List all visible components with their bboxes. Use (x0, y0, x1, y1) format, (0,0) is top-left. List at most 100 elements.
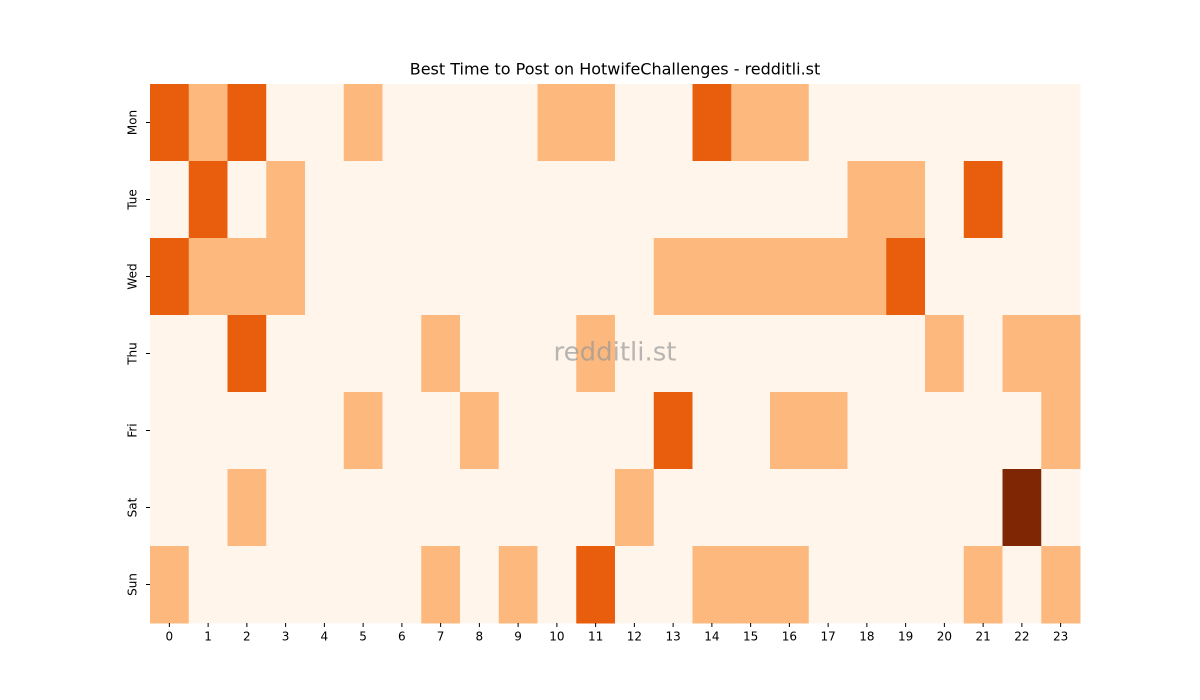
heatmap-cell (227, 84, 267, 162)
heatmap-cell (963, 315, 1003, 393)
heatmap-cell (615, 315, 655, 393)
heatmap-cell (692, 161, 732, 239)
heatmap-cell (615, 546, 655, 624)
heatmap-cell (421, 315, 461, 393)
heatmap-cell (692, 469, 732, 547)
heatmap-cell (227, 546, 267, 624)
heatmap-cell (1041, 161, 1081, 239)
heatmap-cell (382, 161, 422, 239)
chart-title: Best Time to Post on HotwifeChallenges -… (410, 60, 821, 79)
heatmap-cell (188, 315, 228, 393)
heatmap-cell (1041, 546, 1081, 624)
heatmap-cell (808, 238, 848, 316)
heatmap-cell (343, 392, 383, 470)
x-tick-label: 19 (898, 630, 913, 644)
heatmap-cell (266, 469, 306, 547)
heatmap-cell (537, 546, 577, 624)
heatmap-cell (886, 469, 926, 547)
heatmap-cell (847, 84, 887, 162)
heatmap-cell (498, 161, 538, 239)
heatmap-cell (576, 161, 616, 239)
heatmap-cell (343, 161, 383, 239)
heatmap-cell (576, 315, 616, 393)
x-tick-label: 2 (243, 630, 251, 644)
heatmap-cell (227, 315, 267, 393)
heatmap-cell (382, 315, 422, 393)
heatmap-cell (808, 546, 848, 624)
heatmap-cell (808, 469, 848, 547)
heatmap-cell (498, 469, 538, 547)
heatmap-cell (692, 84, 732, 162)
heatmap-cell (615, 161, 655, 239)
heatmap-cell (770, 392, 810, 470)
x-tick-label: 7 (437, 630, 445, 644)
heatmap-cell (421, 469, 461, 547)
heatmap-cell (653, 546, 693, 624)
x-tick-label: 8 (476, 630, 484, 644)
heatmap-cell (770, 84, 810, 162)
heatmap-cell (731, 546, 771, 624)
heatmap-cell (305, 392, 345, 470)
x-tick-label: 18 (859, 630, 874, 644)
heatmap-cell (421, 84, 461, 162)
heatmap-cell (731, 315, 771, 393)
heatmap-cell (537, 392, 577, 470)
heatmap-cell (692, 392, 732, 470)
heatmap-cell (925, 546, 965, 624)
heatmap-cell (1041, 315, 1081, 393)
heatmap-cell (925, 315, 965, 393)
heatmap-cell (343, 238, 383, 316)
x-tick-label: 13 (665, 630, 680, 644)
x-tick-label: 5 (359, 630, 367, 644)
x-tick-label: 14 (704, 630, 719, 644)
heatmap-cell (188, 161, 228, 239)
heatmap-cell (227, 469, 267, 547)
heatmap-cell (1002, 546, 1042, 624)
heatmap-cell (382, 392, 422, 470)
heatmap-cell (1041, 84, 1081, 162)
heatmap-cell (460, 546, 500, 624)
y-tick-label: Thu (126, 342, 140, 366)
heatmap-cell (731, 238, 771, 316)
heatmap-cell (692, 315, 732, 393)
x-tick-label: 4 (321, 630, 329, 644)
heatmap-cell (382, 546, 422, 624)
heatmap-cell (925, 392, 965, 470)
heatmap-cell (925, 84, 965, 162)
heatmap-cell (1002, 392, 1042, 470)
heatmap-cell (188, 84, 228, 162)
heatmap-cell (537, 315, 577, 393)
heatmap-cell (421, 238, 461, 316)
heatmap-cell (886, 315, 926, 393)
x-tick-label: 9 (514, 630, 522, 644)
heatmap-cell (692, 238, 732, 316)
heatmap-cell (188, 546, 228, 624)
heatmap-cell (1002, 469, 1042, 547)
heatmap-cell (305, 161, 345, 239)
x-tick-label: 22 (1014, 630, 1029, 644)
heatmap-cell (731, 392, 771, 470)
heatmap-cell (808, 84, 848, 162)
heatmap-cell (963, 84, 1003, 162)
heatmap-cell (886, 392, 926, 470)
heatmap-cell (886, 161, 926, 239)
heatmap-cell (1002, 84, 1042, 162)
heatmap-cell (847, 315, 887, 393)
heatmap-cell (731, 469, 771, 547)
heatmap-cell (188, 238, 228, 316)
y-tick-label: Sat (126, 497, 140, 517)
heatmap-cell (615, 469, 655, 547)
heatmap-cell (460, 161, 500, 239)
heatmap-cell (847, 392, 887, 470)
heatmap-cell (576, 238, 616, 316)
heatmap-cell (1041, 392, 1081, 470)
heatmap-cell (731, 161, 771, 239)
y-tick-label: Mon (126, 110, 140, 135)
heatmap-cell (498, 392, 538, 470)
heatmap-cell (266, 392, 306, 470)
heatmap-cell (305, 238, 345, 316)
heatmap-cell (653, 84, 693, 162)
x-tick-label: 0 (166, 630, 174, 644)
y-tick-label: Sun (126, 573, 140, 596)
